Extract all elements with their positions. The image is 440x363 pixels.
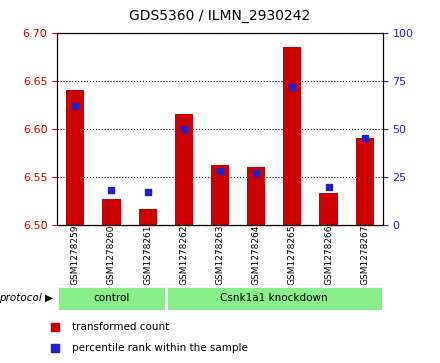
Bar bbox=[211, 166, 229, 225]
Text: GSM1278263: GSM1278263 bbox=[216, 225, 224, 285]
Point bbox=[289, 83, 296, 89]
Text: GSM1278260: GSM1278260 bbox=[107, 225, 116, 285]
Bar bbox=[283, 47, 301, 225]
Point bbox=[253, 170, 260, 176]
Point bbox=[361, 136, 368, 142]
Bar bbox=[166, 286, 383, 311]
Bar bbox=[175, 114, 193, 225]
Text: control: control bbox=[93, 293, 130, 303]
Bar bbox=[66, 90, 84, 225]
Text: GSM1278261: GSM1278261 bbox=[143, 225, 152, 285]
Text: GSM1278259: GSM1278259 bbox=[71, 225, 80, 285]
Point bbox=[216, 168, 224, 174]
Bar bbox=[57, 286, 166, 311]
Text: GSM1278266: GSM1278266 bbox=[324, 225, 333, 285]
Bar bbox=[139, 209, 157, 225]
Text: percentile rank within the sample: percentile rank within the sample bbox=[72, 343, 248, 352]
Bar bbox=[103, 199, 121, 225]
Text: GSM1278262: GSM1278262 bbox=[180, 225, 188, 285]
Text: transformed count: transformed count bbox=[72, 322, 169, 332]
Bar bbox=[319, 193, 337, 225]
Point bbox=[144, 189, 151, 195]
Text: GDS5360 / ILMN_2930242: GDS5360 / ILMN_2930242 bbox=[129, 9, 311, 23]
Point bbox=[108, 188, 115, 193]
Point bbox=[51, 324, 59, 330]
Point bbox=[51, 345, 59, 351]
Text: GSM1278264: GSM1278264 bbox=[252, 225, 260, 285]
Point bbox=[180, 126, 187, 132]
Point bbox=[325, 184, 332, 189]
Text: Csnk1a1 knockdown: Csnk1a1 knockdown bbox=[220, 293, 328, 303]
Bar bbox=[356, 139, 374, 225]
Text: protocol ▶: protocol ▶ bbox=[0, 293, 53, 303]
Point bbox=[72, 103, 79, 109]
Text: GSM1278267: GSM1278267 bbox=[360, 225, 369, 285]
Bar bbox=[247, 167, 265, 225]
Text: GSM1278265: GSM1278265 bbox=[288, 225, 297, 285]
